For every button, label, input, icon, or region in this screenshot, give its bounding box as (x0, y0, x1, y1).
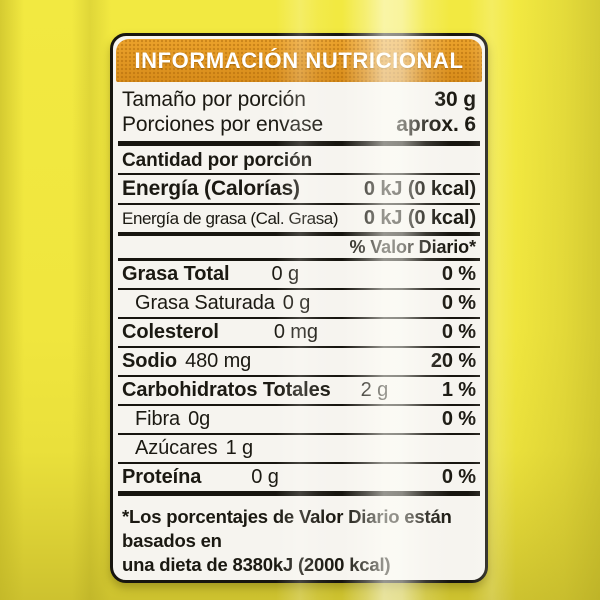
nutrient-name: Proteína (122, 466, 202, 488)
label-title: INFORMACIÓN NUTRICIONAL (134, 47, 464, 73)
nutrient-dv: 0 % (441, 466, 476, 488)
nutrient-amount: 0 g (282, 292, 311, 314)
energy-value: 0 kJ (0 kcal) (363, 178, 476, 200)
nutrient-amount: 480 mg (185, 350, 252, 372)
nutrient-row-sodium: Sodio 480 mg 20 % (113, 348, 485, 375)
serving-size-row: Tamaño por porción 30 g (122, 87, 476, 112)
nutrient-name: Azúcares (135, 437, 218, 459)
serving-size-value: 30 g (434, 88, 476, 111)
energy-row: Energía (Calorías) 0 kJ (0 kcal) (113, 175, 485, 203)
nutrition-facts-label: INFORMACIÓN NUTRICIONAL Tamaño por porci… (110, 33, 488, 583)
amount-per-serving-heading: Cantidad por porción (122, 150, 313, 171)
serving-section: Tamaño por porción 30 g Porciones por en… (113, 82, 485, 141)
nutrient-dv: 0 % (441, 321, 476, 343)
energy-label: Energía (Calorías) (122, 177, 300, 200)
energy-from-fat-value: 0 kJ (0 kcal) (363, 207, 476, 229)
nutrient-dv: 1 % (441, 379, 476, 401)
nutrient-amount: 0 g (271, 263, 299, 285)
nutrient-row-protein: Proteína 0 g 0 % (113, 464, 485, 491)
footnote-line: *Los porcentajes de Valor Diario están b… (122, 506, 452, 551)
nutrient-row-total-fat: Grasa Total 0 g 0 % (113, 261, 485, 288)
nutrient-name: Grasa Total (122, 263, 230, 285)
nutrient-amount: 1 g (225, 437, 254, 459)
nutrient-dv: 20 % (430, 350, 476, 372)
daily-value-heading: % Valor Diario* (349, 237, 476, 257)
nutrient-row-sugars: Azúcares 1 g (113, 435, 485, 462)
nutrient-amount: 2 g (360, 379, 389, 401)
label-header-band: INFORMACIÓN NUTRICIONAL (116, 39, 482, 82)
servings-per-container-row: Porciones por envase aprox. 6 (122, 112, 476, 137)
nutrient-name: Sodio (122, 350, 178, 372)
nutrient-dv: 0 % (441, 292, 476, 314)
nutrient-name: Grasa Saturada (135, 292, 275, 314)
nutrient-name: Carbohidratos Totales (122, 379, 331, 401)
nutrient-amount: 0 mg (273, 321, 318, 343)
nutrient-row-saturated-fat: Grasa Saturada 0 g 0 % (113, 290, 485, 317)
nutrient-amount: 0g (188, 408, 211, 430)
nutrient-row-fiber: Fibra 0g 0 % (113, 406, 485, 433)
nutrient-amount: 0 g (251, 466, 279, 488)
nutrient-name: Colesterol (122, 321, 219, 343)
footnote-line: una dieta de 8380kJ (2000 kcal) (122, 554, 391, 575)
nutrient-row-cholesterol: Colesterol 0 mg 0 % (113, 319, 485, 346)
servings-per-container-value: aprox. 6 (396, 113, 476, 136)
energy-from-fat-row: Energía de grasa (Cal. Grasa) 0 kJ (0 kc… (113, 205, 485, 232)
nutrient-name: Fibra (135, 408, 181, 430)
footnote: *Los porcentajes de Valor Diario están b… (113, 496, 485, 577)
nutrient-dv: 0 % (441, 263, 476, 285)
nutrient-dv: 0 % (441, 408, 476, 430)
energy-from-fat-label: Energía de grasa (Cal. Grasa) (122, 209, 339, 228)
servings-per-container-label: Porciones por envase (122, 113, 324, 136)
serving-size-label: Tamaño por porción (122, 88, 306, 111)
nutrient-row-total-carbohydrate: Carbohidratos Totales 2 g 1 % (113, 377, 485, 404)
